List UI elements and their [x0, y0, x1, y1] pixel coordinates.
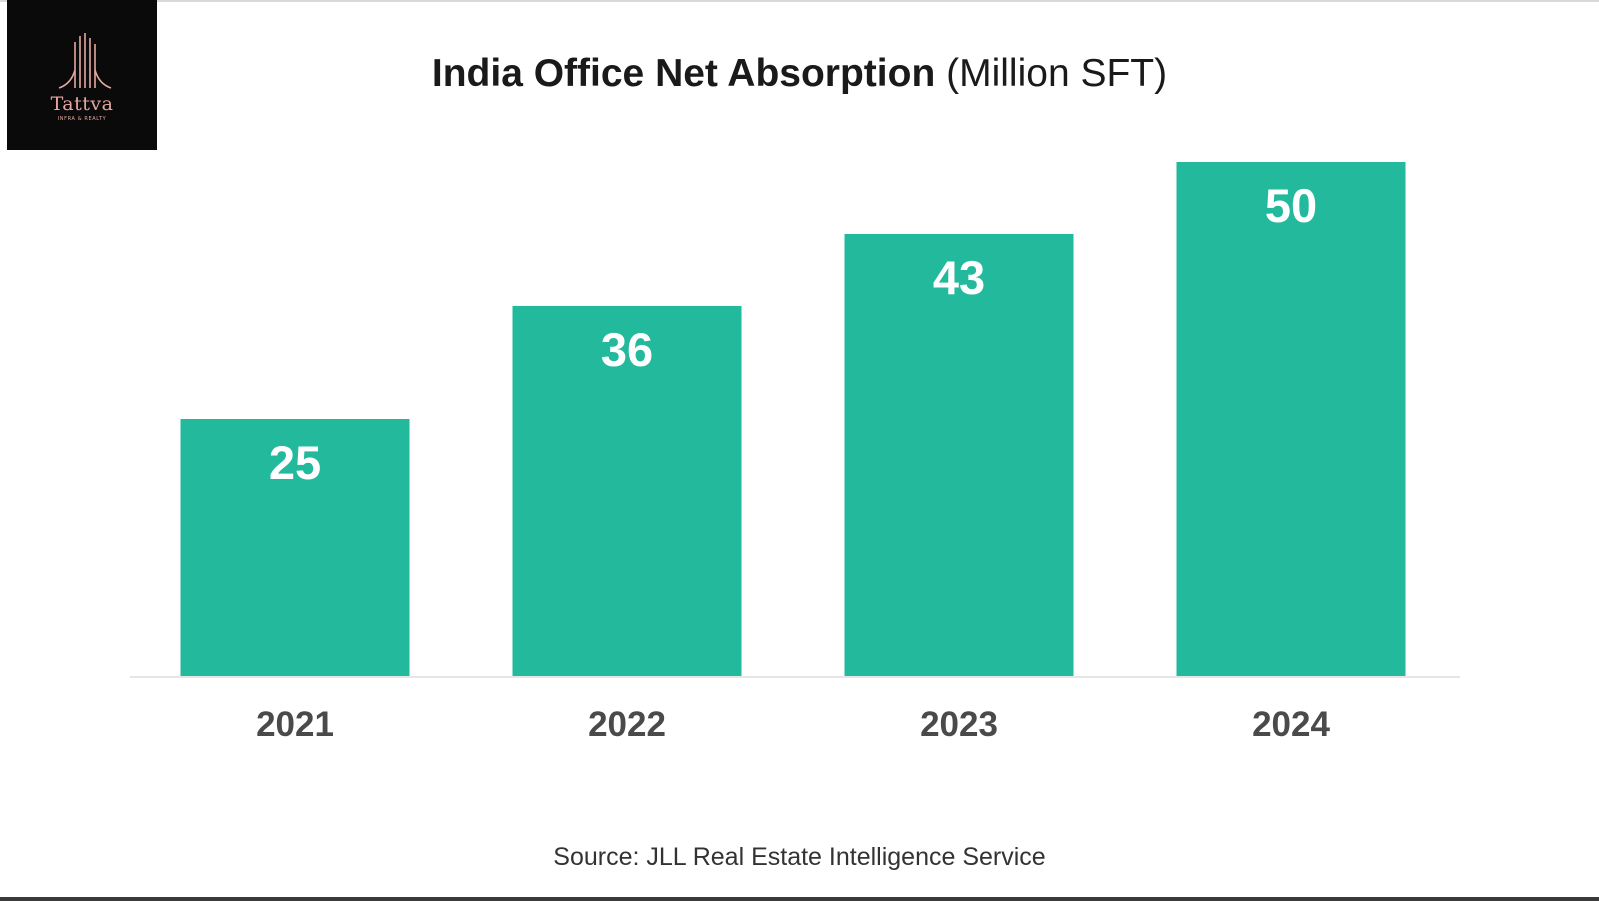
building-logo-icon — [58, 33, 112, 89]
value-label-2022: 36 — [601, 323, 653, 376]
bar-2024 — [1176, 162, 1406, 676]
top-border — [0, 0, 1599, 2]
value-label-2023: 43 — [933, 251, 985, 304]
x-tick-label-2022: 2022 — [588, 705, 666, 744]
bar-2023 — [844, 233, 1074, 676]
chart-title: India Office Net Absorption (Million SFT… — [0, 52, 1599, 96]
x-tick-label-2024: 2024 — [1252, 705, 1330, 744]
value-label-2021: 25 — [269, 436, 321, 489]
value-label-2024: 50 — [1265, 179, 1317, 232]
chart-title-main: India Office Net Absorption — [431, 52, 936, 95]
brand-logo: Tattva INFRA & REALTY — [7, 0, 157, 150]
bar-2021 — [180, 419, 410, 676]
chart-title-unit: (Million SFT) — [946, 52, 1168, 95]
source-note: Source: JLL Real Estate Intelligence Ser… — [553, 843, 1046, 871]
bar-chart: 25 2021 36 2022 43 2023 50 2024 — [130, 162, 1460, 744]
logo-wordmark: Tattva — [50, 93, 114, 115]
x-tick-label-2023: 2023 — [920, 705, 998, 744]
x-tick-label-2021: 2021 — [256, 705, 334, 744]
bottom-border — [0, 897, 1599, 901]
bar-2022 — [512, 305, 742, 676]
logo-tagline: INFRA & REALTY — [57, 116, 107, 122]
